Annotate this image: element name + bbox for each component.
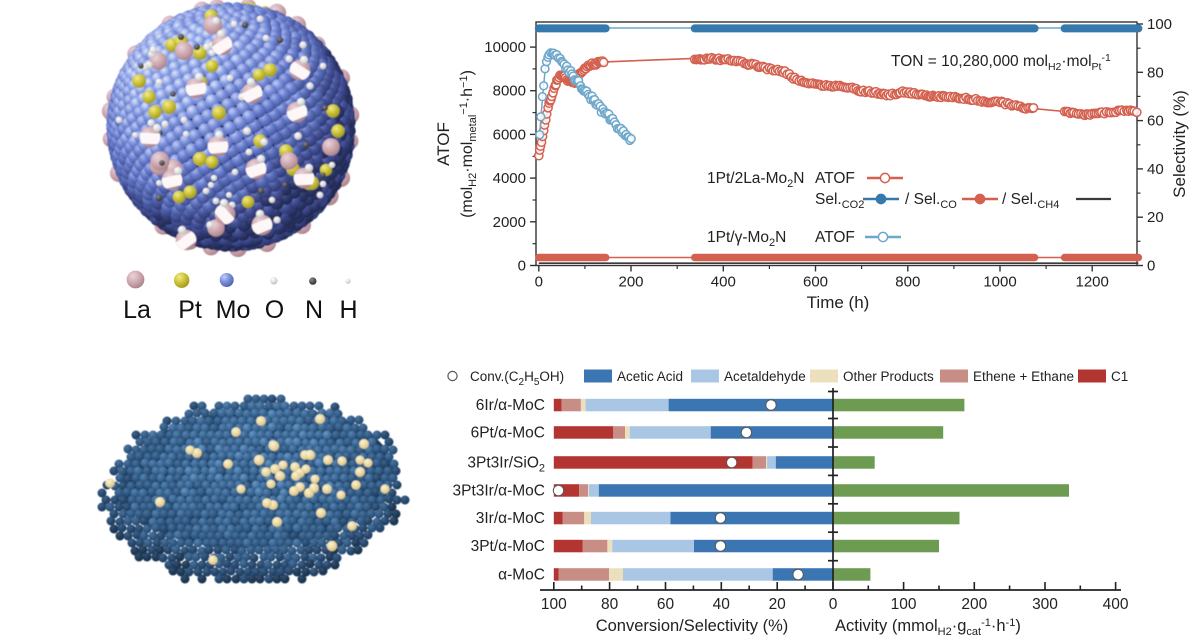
svg-text:0: 0 <box>829 596 838 613</box>
svg-text:0: 0 <box>518 258 526 275</box>
svg-text:α-MoC: α-MoC <box>498 567 545 584</box>
svg-text:6000: 6000 <box>493 126 526 143</box>
svg-text:Selectivity (%): Selectivity (%) <box>1170 90 1189 198</box>
svg-text:C1: C1 <box>1111 369 1128 384</box>
svg-text:20: 20 <box>1147 209 1164 226</box>
svg-text:1200: 1200 <box>1076 274 1109 291</box>
svg-text:ATOF: ATOF <box>815 170 855 187</box>
svg-text:300: 300 <box>1032 596 1058 613</box>
svg-text:(molH2·molmetal−1·h−1): (molH2·molmetal−1·h−1) <box>458 70 479 218</box>
svg-text:Conversion/Selectivity (%): Conversion/Selectivity (%) <box>596 617 789 635</box>
svg-text:100: 100 <box>1147 16 1172 33</box>
svg-text:Mo: Mo <box>216 296 251 324</box>
svg-text:1Pt/2La-Mo2N: 1Pt/2La-Mo2N <box>707 170 804 190</box>
svg-text:Ethene + Ethane: Ethene + Ethane <box>973 369 1074 384</box>
svg-text:4000: 4000 <box>493 170 526 187</box>
svg-text:ATOF: ATOF <box>815 229 855 246</box>
svg-text:1Pt/γ-Mo2N: 1Pt/γ-Mo2N <box>707 229 786 249</box>
svg-text:Conv.(C2H5OH): Conv.(C2H5OH) <box>470 369 564 388</box>
svg-text:Pt: Pt <box>178 296 202 324</box>
svg-text:60: 60 <box>1147 113 1164 130</box>
svg-text:100: 100 <box>541 596 567 613</box>
svg-text:0: 0 <box>1147 258 1155 275</box>
svg-text:80: 80 <box>601 596 619 613</box>
svg-text:3Pt/α-MoC: 3Pt/α-MoC <box>471 538 545 555</box>
svg-text:O: O <box>265 296 284 324</box>
svg-text:2000: 2000 <box>493 214 526 231</box>
svg-text:6Ir/α-MoC: 6Ir/α-MoC <box>476 397 545 414</box>
svg-text:400: 400 <box>711 274 736 291</box>
svg-text:Time (h): Time (h) <box>807 293 870 312</box>
svg-text:3Pt3Ir/α-MoC: 3Pt3Ir/α-MoC <box>452 483 545 500</box>
svg-text:TON = 10,280,000 molH2·molPt-1: TON = 10,280,000 molH2·molPt-1 <box>891 52 1111 73</box>
svg-text:200: 200 <box>961 596 987 613</box>
svg-text:60: 60 <box>657 596 675 613</box>
svg-text:Acetic Acid: Acetic Acid <box>617 369 683 384</box>
svg-text:3Ir/α-MoC: 3Ir/α-MoC <box>476 510 545 527</box>
svg-text:0: 0 <box>535 274 543 291</box>
svg-text:6Pt/α-MoC: 6Pt/α-MoC <box>471 425 545 442</box>
svg-text:ATOF: ATOF <box>434 122 453 166</box>
svg-text:La: La <box>123 296 151 324</box>
svg-text:400: 400 <box>1103 596 1129 613</box>
svg-text:40: 40 <box>1147 161 1164 178</box>
svg-text:40: 40 <box>713 596 731 613</box>
svg-text:200: 200 <box>618 274 643 291</box>
svg-text:N: N <box>305 296 323 324</box>
svg-text:100: 100 <box>891 596 917 613</box>
svg-text:600: 600 <box>803 274 828 291</box>
svg-text:80: 80 <box>1147 64 1164 81</box>
svg-text:Acetaldehyde: Acetaldehyde <box>724 369 806 384</box>
svg-text:Activity (mmolH2·gcat-1·h-1): Activity (mmolH2·gcat-1·h-1) <box>835 617 1021 638</box>
svg-text:H: H <box>339 296 357 324</box>
svg-text:1000: 1000 <box>983 274 1016 291</box>
svg-text:20: 20 <box>769 596 787 613</box>
svg-text:3Pt3Ir/SiO2: 3Pt3Ir/SiO2 <box>467 455 545 475</box>
svg-text:Other Products: Other Products <box>843 369 934 384</box>
svg-text:800: 800 <box>895 274 920 291</box>
svg-text:8000: 8000 <box>493 83 526 100</box>
svg-text:10000: 10000 <box>484 39 526 56</box>
